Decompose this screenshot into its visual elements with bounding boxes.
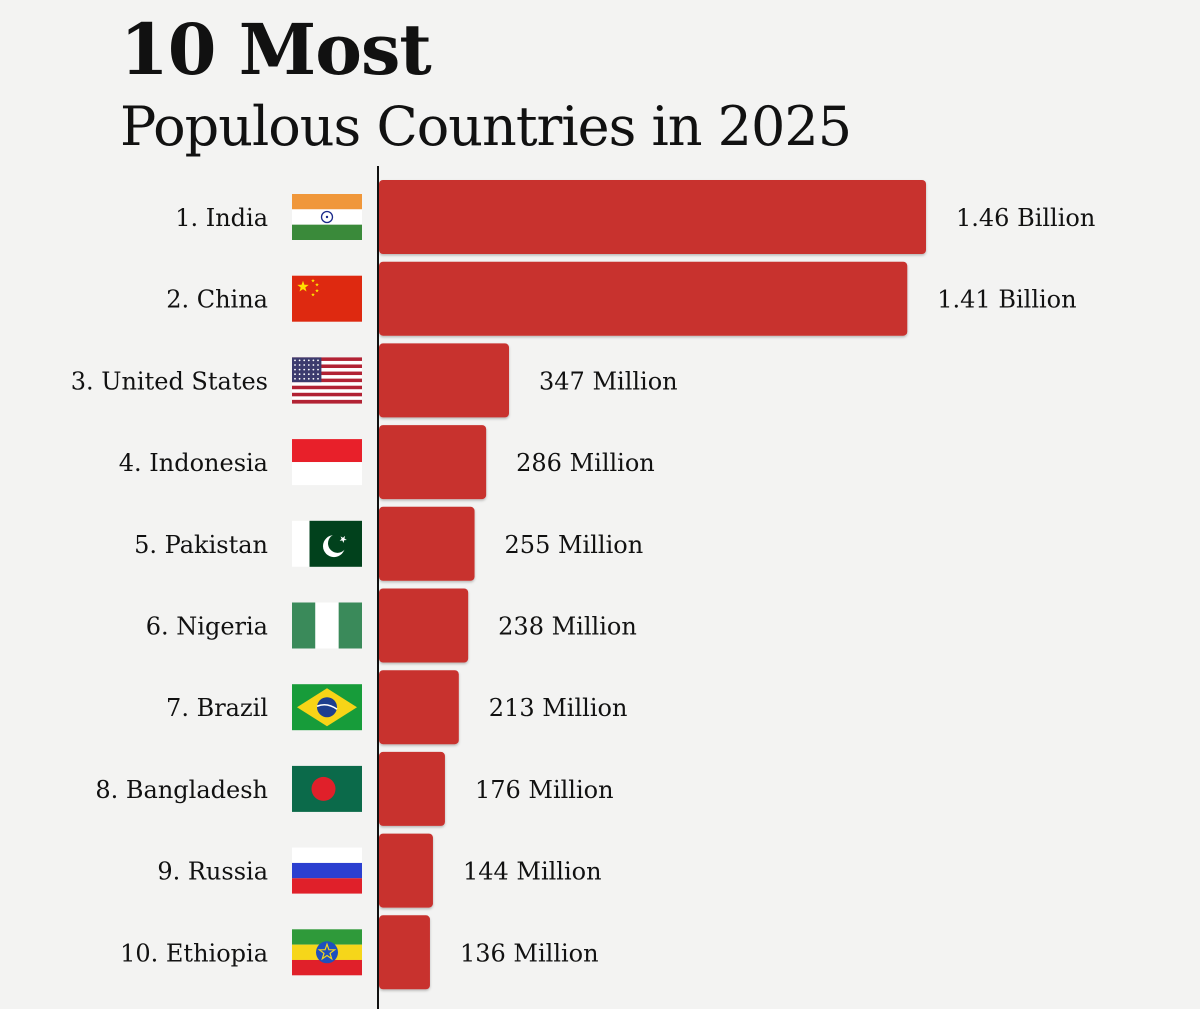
bar xyxy=(379,670,459,745)
bar xyxy=(379,180,926,254)
india-flag-icon xyxy=(292,194,362,240)
country-label: 6. Nigeria xyxy=(146,613,268,641)
bar xyxy=(379,261,908,336)
bar xyxy=(379,343,510,418)
value-label: 144 Million xyxy=(463,858,602,886)
country-label: 10. Ethiopia xyxy=(120,939,268,967)
pakistan-flag-icon xyxy=(292,520,362,567)
value-label: 347 Million xyxy=(539,367,678,395)
country-label: 9. Russia xyxy=(157,858,268,886)
brazil-flag-icon xyxy=(292,684,362,731)
value-label: 286 Million xyxy=(516,449,655,477)
bar xyxy=(379,425,487,500)
bar xyxy=(379,833,433,908)
country-label: 5. Pakistan xyxy=(134,531,268,559)
country-label: 1. India xyxy=(175,204,268,232)
value-label: 213 Million xyxy=(489,694,628,722)
value-label: 255 Million xyxy=(505,531,644,559)
labels-layer: 1.46 Billion 1. India 1.41 Billion 2. China… xyxy=(71,204,1096,967)
country-label: 8. Bangladesh xyxy=(95,776,268,804)
bar xyxy=(379,915,430,990)
bar xyxy=(379,506,475,581)
china-flag-icon xyxy=(292,275,362,322)
value-label: 238 Million xyxy=(498,613,637,641)
country-label: 4. Indonesia xyxy=(119,449,268,477)
nigeria-flag-icon xyxy=(292,602,362,649)
bar xyxy=(379,588,469,663)
value-label: 1.41 Billion xyxy=(937,286,1076,314)
chart-subtitle: Populous Countries in 2025 xyxy=(120,95,852,158)
united-states-flag-icon xyxy=(292,357,362,404)
value-label: 136 Million xyxy=(460,939,599,967)
ethiopia-flag-icon xyxy=(292,929,362,976)
indonesia-flag-icon xyxy=(292,439,362,486)
value-label: 1.46 Billion xyxy=(956,204,1095,232)
flags-layer xyxy=(292,194,362,976)
value-label: 176 Million xyxy=(475,776,614,804)
russia-flag-icon xyxy=(292,847,362,894)
country-label: 7. Brazil xyxy=(166,694,268,722)
bar xyxy=(379,751,445,826)
country-label: 2. China xyxy=(166,286,268,314)
chart-title: 10 Most xyxy=(120,8,432,91)
bars-layer xyxy=(379,180,926,990)
bangladesh-flag-icon xyxy=(292,765,362,812)
country-label: 3. United States xyxy=(71,367,268,395)
